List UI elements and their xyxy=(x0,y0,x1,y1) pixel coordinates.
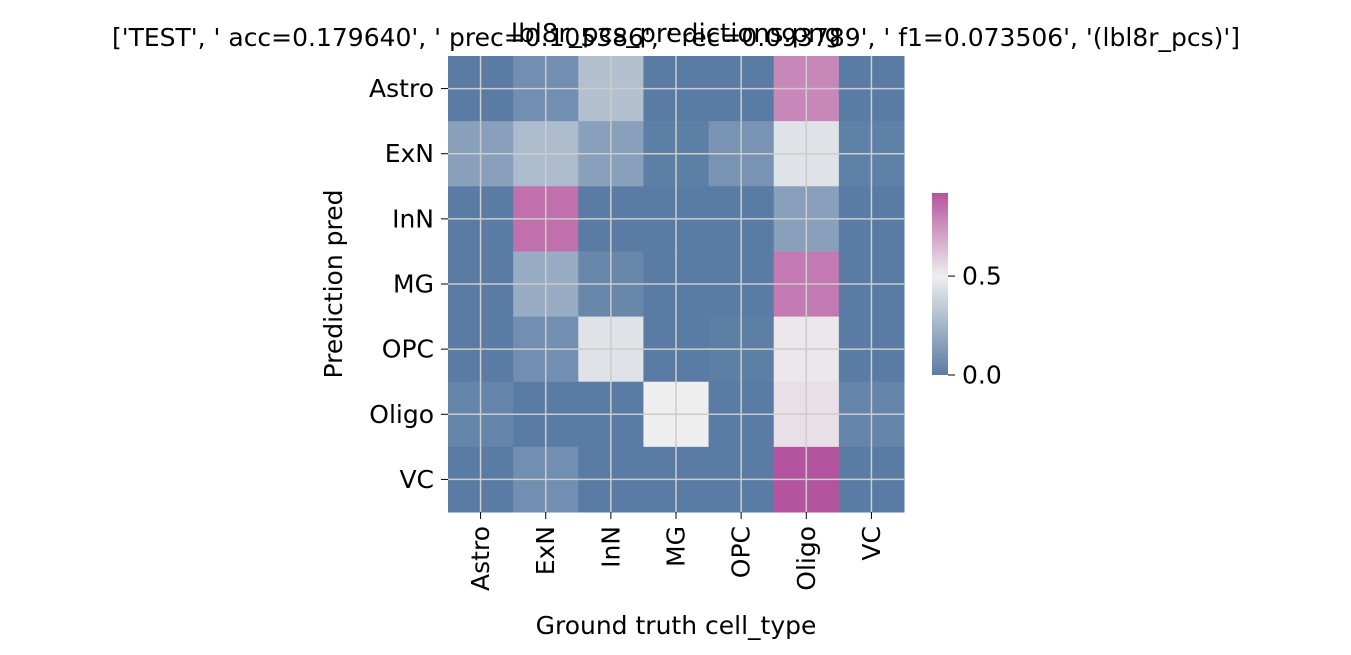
colorbar-tick-label: 0.0 xyxy=(962,361,1002,390)
y-tick-label: InN xyxy=(392,204,434,233)
x-tick-label: VC xyxy=(857,526,886,561)
x-axis-ticks: Astro ExN InN MG OPC Oligo VC xyxy=(466,512,886,591)
y-tick-label: Astro xyxy=(369,74,434,103)
heatmap-grid xyxy=(448,56,904,512)
x-tick-label: InN xyxy=(596,526,625,568)
y-axis-ticks: Astro ExN InN MG OPC Oligo VC xyxy=(369,74,448,494)
y-tick-label: MG xyxy=(393,270,434,299)
x-tick-label: ExN xyxy=(531,526,560,575)
y-tick-label: VC xyxy=(399,465,434,494)
x-tick-label: MG xyxy=(662,526,691,567)
y-tick-label: OPC xyxy=(382,335,434,364)
colorbar-ticks: 0.0 0.5 xyxy=(948,262,1002,390)
y-tick-label: ExN xyxy=(385,139,434,168)
chart-title: lbl8r_pcs_predictions.png xyxy=(511,19,841,49)
y-axis-label: Prediction pred xyxy=(319,190,348,379)
y-tick-label: Oligo xyxy=(369,400,434,429)
x-axis-label: Ground truth cell_type xyxy=(536,611,817,640)
x-tick-label: Astro xyxy=(466,526,495,591)
chart-subtitle: ['TEST', ' acc=0.179640', ' prec=0.10538… xyxy=(112,23,1240,52)
x-tick-label: OPC xyxy=(727,526,756,578)
x-tick-label: Oligo xyxy=(792,526,821,591)
colorbar xyxy=(932,193,948,375)
colorbar-tick-label: 0.5 xyxy=(962,262,1002,291)
